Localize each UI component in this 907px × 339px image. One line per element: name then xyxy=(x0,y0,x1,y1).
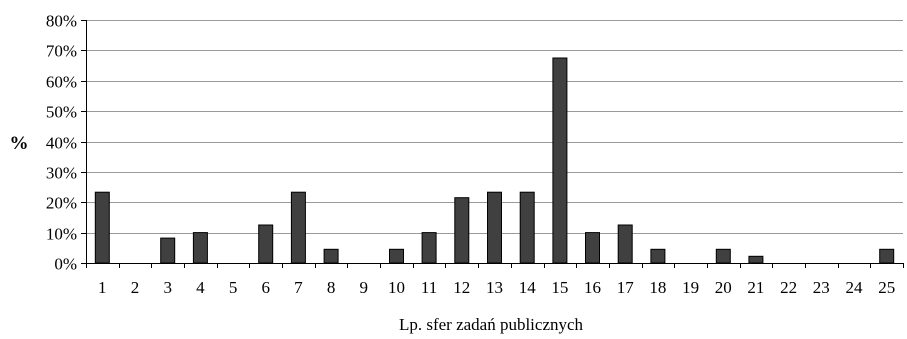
bar-4 xyxy=(192,232,208,264)
y-tick-label: 30% xyxy=(46,164,77,183)
bar-13 xyxy=(487,191,502,264)
x-axis-label: Lp. sfer zadań publicznych xyxy=(399,315,584,334)
x-tick-label: 8 xyxy=(327,278,336,297)
x-tick-label: 24 xyxy=(846,278,864,297)
bar-10 xyxy=(389,248,404,264)
bar-20 xyxy=(715,248,731,264)
bar-17 xyxy=(617,224,633,264)
axes xyxy=(81,20,904,268)
x-tick-label: 10 xyxy=(388,278,405,297)
x-tick-label: 2 xyxy=(131,278,140,297)
y-tick-label: 10% xyxy=(46,225,77,244)
x-tick-label: 21 xyxy=(747,278,764,297)
y-tick-label: 50% xyxy=(46,103,77,122)
bar-7 xyxy=(290,191,306,264)
gridlines xyxy=(86,20,903,234)
bar-15 xyxy=(552,57,568,264)
y-tick-label: 60% xyxy=(46,73,77,92)
bar-14 xyxy=(519,191,535,264)
y-tick-label: 0% xyxy=(54,255,77,274)
y-tick-label: 20% xyxy=(46,194,77,213)
x-tick-label: 18 xyxy=(649,278,666,297)
bars xyxy=(94,57,895,264)
bar-12 xyxy=(454,197,470,264)
x-tick-label: 15 xyxy=(551,278,568,297)
x-tick-label: 13 xyxy=(486,278,503,297)
y-tick-label: 80% xyxy=(46,12,77,31)
x-tick-label: 11 xyxy=(421,278,437,297)
y-tick-label: 40% xyxy=(46,134,77,153)
bar-16 xyxy=(585,232,600,264)
x-tick-label: 20 xyxy=(715,278,732,297)
y-tick-label: 70% xyxy=(46,42,77,61)
x-tick-label: 12 xyxy=(453,278,470,297)
bar-11 xyxy=(421,232,437,264)
x-tick-label: 22 xyxy=(780,278,797,297)
x-tick-label: 19 xyxy=(682,278,699,297)
x-tick-label: 6 xyxy=(261,278,270,297)
x-tick-labels: 1 2 3 4 5 6 7 8 9 10 11 12 13 14 15 16 17 18 19 20 21 22 23 24 2… xyxy=(98,278,895,297)
x-tick-label: 25 xyxy=(878,278,895,297)
bar-21 xyxy=(748,255,764,264)
bar-25 xyxy=(879,248,895,264)
x-tick-label: 3 xyxy=(163,278,172,297)
x-tick-label: 4 xyxy=(196,278,205,297)
x-tick-label: 9 xyxy=(360,278,369,297)
x-tick-label: 14 xyxy=(519,278,537,297)
bar-1 xyxy=(94,191,110,264)
bar-8 xyxy=(323,248,339,264)
y-axis-label: % xyxy=(10,133,29,154)
x-tick-label: 23 xyxy=(813,278,830,297)
x-tick-label: 5 xyxy=(229,278,238,297)
x-tick-label: 1 xyxy=(98,278,107,297)
x-tick-label: 17 xyxy=(617,278,635,297)
x-tick-label: 7 xyxy=(294,278,303,297)
y-tick-labels: 0% 10% 20% 30% 40% 50% 60% 70% 80% xyxy=(46,12,77,274)
bar-6 xyxy=(258,224,274,264)
bar-3 xyxy=(160,237,176,264)
bar-18 xyxy=(650,248,666,264)
x-tick-label: 16 xyxy=(584,278,601,297)
